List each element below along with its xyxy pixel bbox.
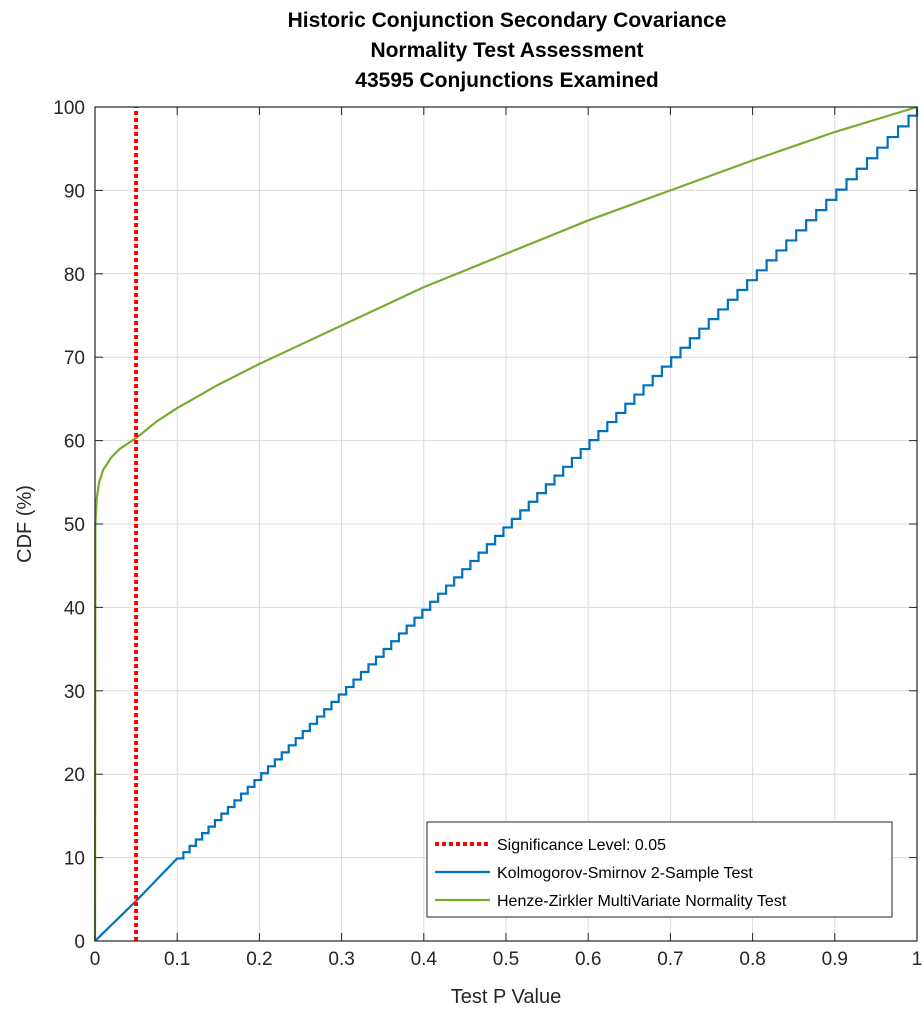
x-tick-label: 0.3 <box>328 949 354 970</box>
x-tick-label: 0.9 <box>822 949 848 970</box>
x-tick-label: 0.7 <box>657 949 683 970</box>
legend-entry-significance-label: Significance Level: 0.05 <box>497 837 666 854</box>
x-tick-labels: 0 0.1 0.2 0.3 0.4 0.5 0.6 0.7 0.8 0.9 1 <box>90 949 922 970</box>
legend-entry-ks-label: Kolmogorov-Smirnov 2-Sample Test <box>497 865 753 882</box>
y-tick-label: 10 <box>64 849 85 870</box>
series-henze-zirkler <box>93 105 918 942</box>
legend-box <box>426 821 893 918</box>
chart-title: Historic Conjunction Secondary Covarianc… <box>288 9 727 92</box>
y-tick-label: 100 <box>53 98 85 119</box>
legend: Significance Level: 0.05 Kolmogorov-Smirn… <box>426 821 893 918</box>
x-tick-label: 1 <box>912 949 922 970</box>
y-tick-label: 30 <box>64 682 85 703</box>
y-tick-label: 80 <box>64 265 85 286</box>
y-tick-label: 70 <box>64 348 85 369</box>
series-kolmogorov-smirnov <box>94 107 919 942</box>
x-tick-label: 0.5 <box>493 949 519 970</box>
y-tick-label: 20 <box>64 765 85 786</box>
y-tick-label: 60 <box>64 432 85 453</box>
title-line-2: Normality Test Assessment <box>370 39 643 62</box>
y-tick-label: 0 <box>74 932 85 953</box>
x-tick-label: 0.4 <box>411 949 438 970</box>
y-axis-label: CDF (%) <box>14 485 36 563</box>
x-tick-label: 0.8 <box>739 949 765 970</box>
data-series <box>93 105 919 942</box>
title-line-1: Historic Conjunction Secondary Covarianc… <box>288 9 727 32</box>
title-line-3: 43595 Conjunctions Examined <box>355 69 658 92</box>
y-tick-label: 90 <box>64 181 85 202</box>
x-axis-label: Test P Value <box>451 986 561 1008</box>
axis-ticks <box>94 106 918 942</box>
y-tick-label: 40 <box>64 598 85 619</box>
x-tick-label: 0 <box>90 949 101 970</box>
legend-entry-hz-label: Henze-Zirkler MultiVariate Normality Tes… <box>497 893 787 910</box>
y-tick-labels: 0 10 20 30 40 50 60 70 80 90 100 <box>53 98 85 953</box>
x-tick-label: 0.6 <box>575 949 601 970</box>
x-tick-label: 0.2 <box>246 949 272 970</box>
x-tick-label: 0.1 <box>164 949 190 970</box>
y-tick-label: 50 <box>64 515 85 536</box>
